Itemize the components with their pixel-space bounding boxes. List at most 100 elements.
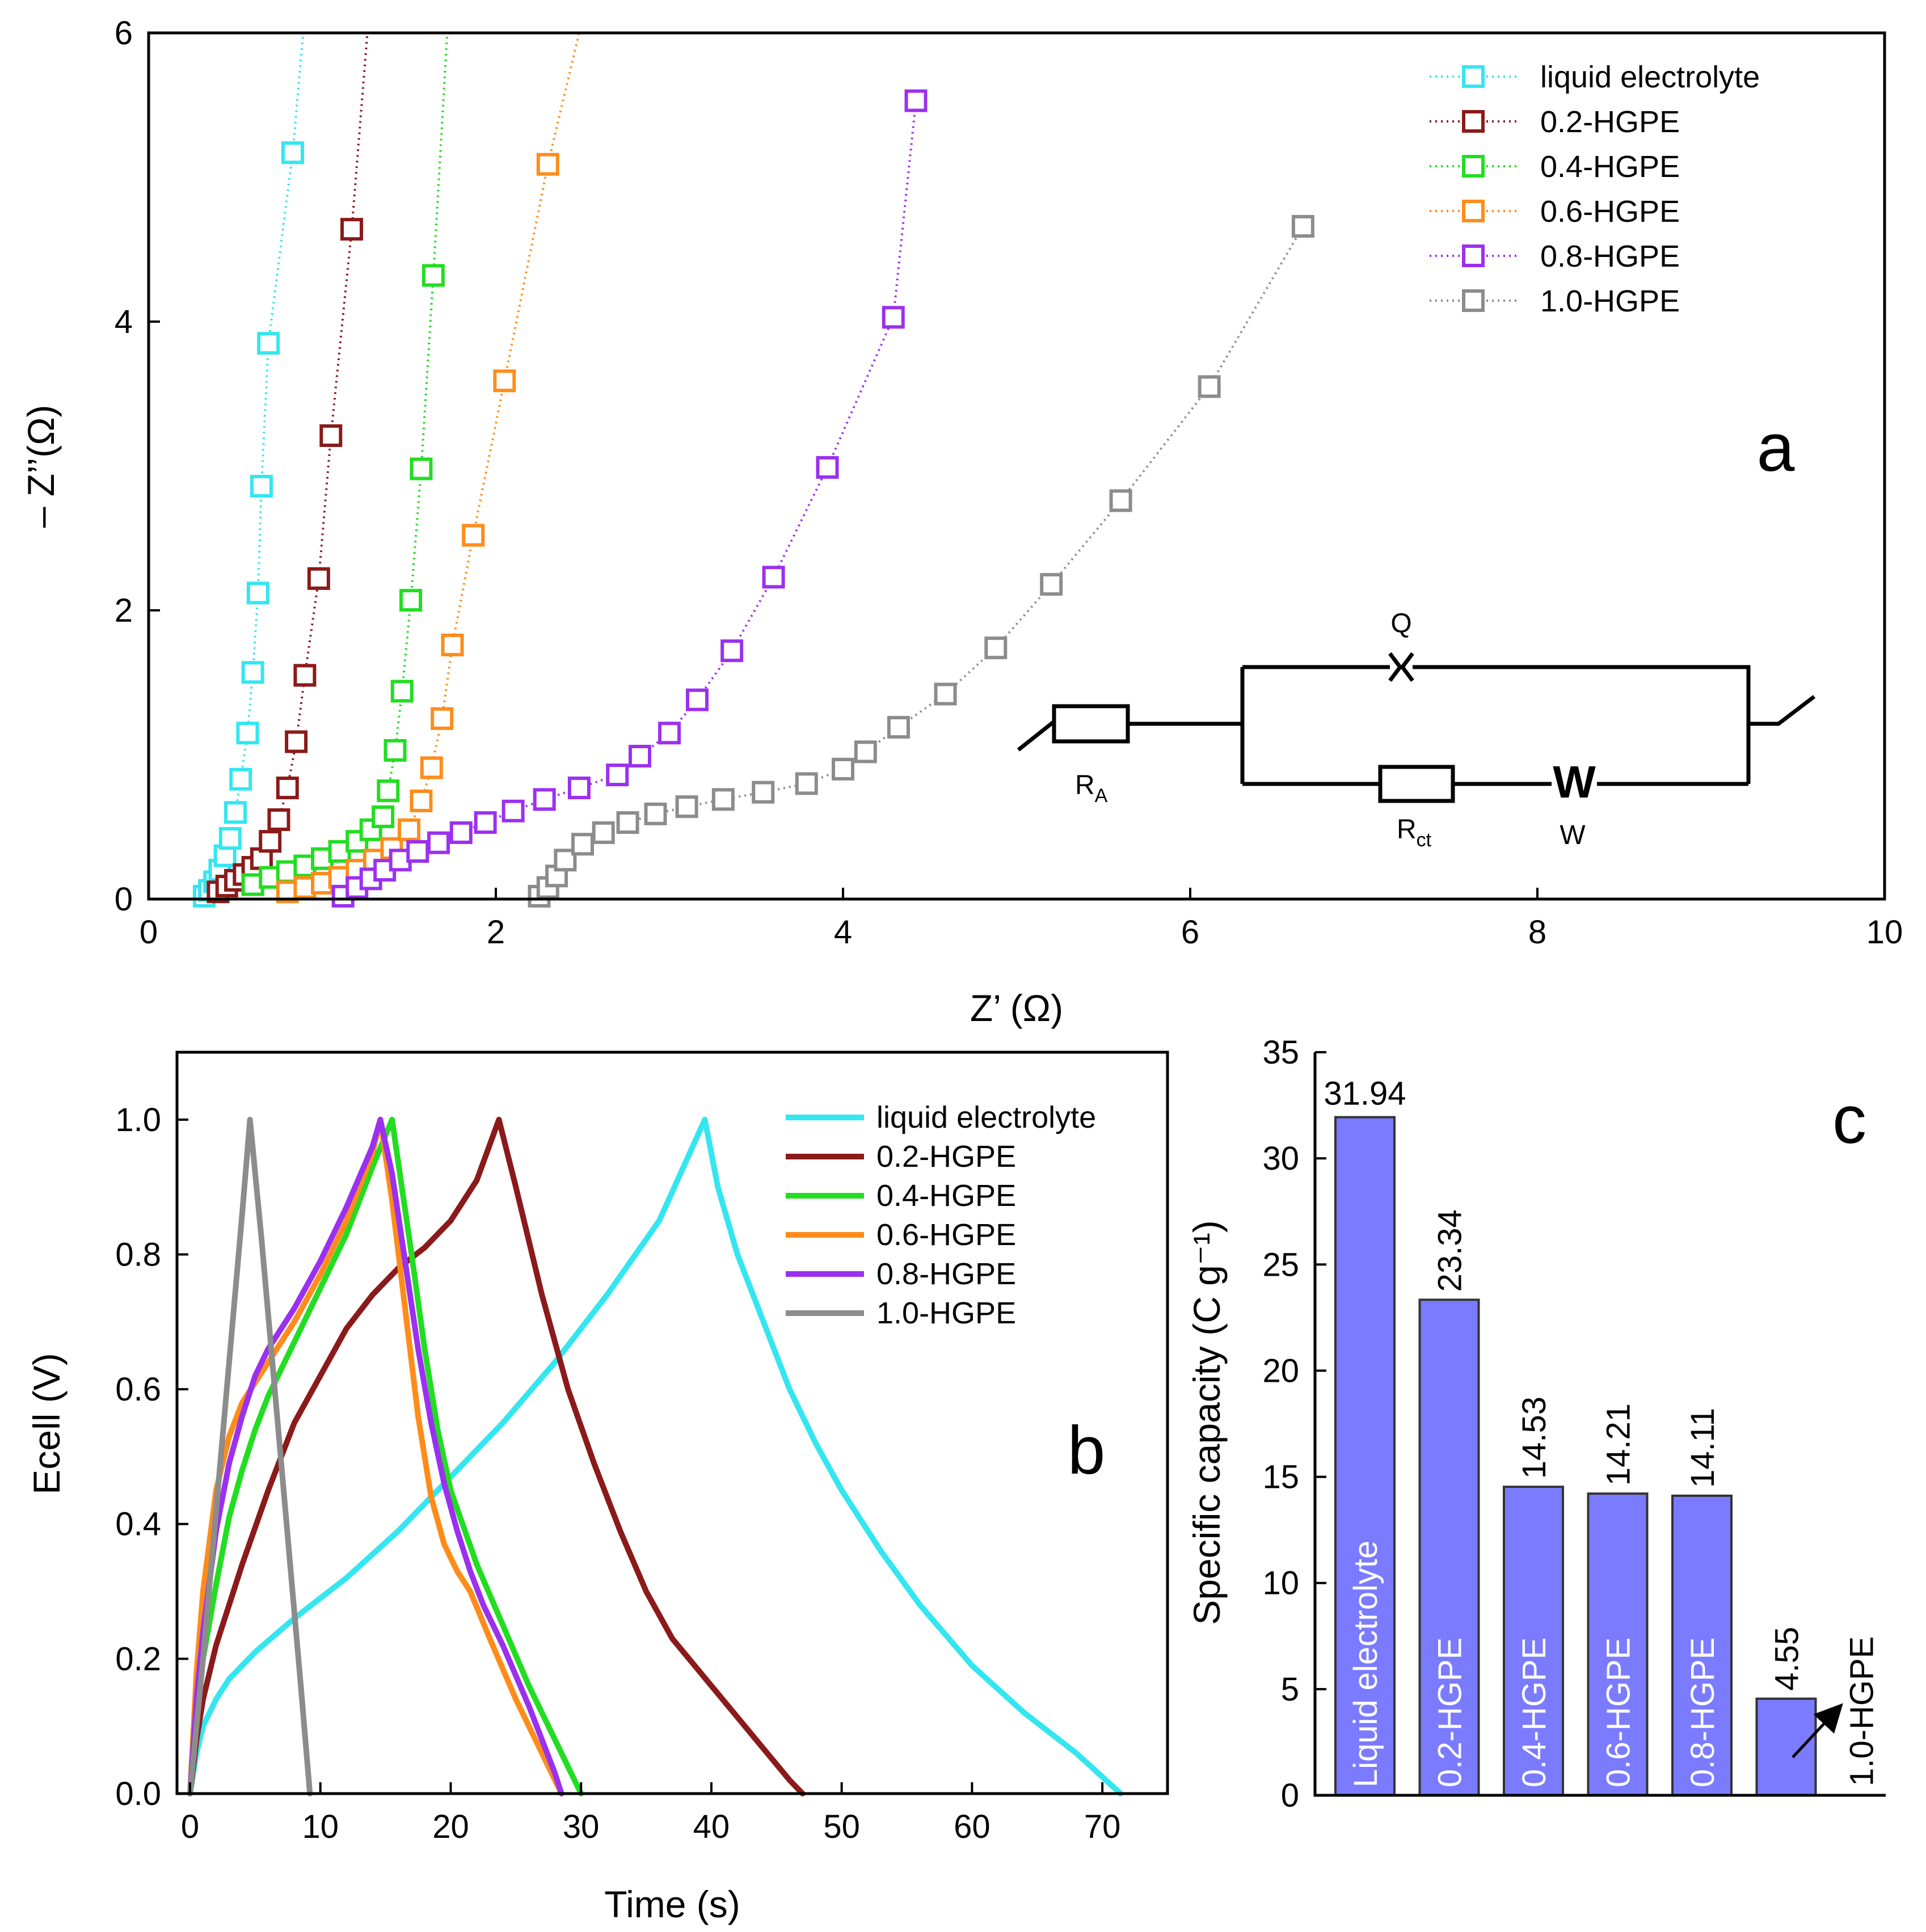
panel-a-data-point [281,141,304,164]
panel-c-category-label: 0.6-HGPE [1600,1638,1637,1787]
panel-b-series-2 [187,1116,584,1796]
panel-b-plot-frame [175,1051,1169,1795]
panel-c-y-tick-label: 20 [1262,1352,1299,1389]
panel-a-data-point [567,777,591,800]
panel-a-legend-label: 0.2-HGPE [1540,105,1680,139]
panel-b-x-tick-label: 30 [563,1808,600,1845]
panel-b-x-tick-label: 0 [181,1808,199,1845]
panel-b-legend: liquid electrolyte 0.2-HGPE 0.4-HGPE 0.6-HG… [786,1100,1096,1330]
panel-a-data-point [462,524,485,547]
panel-a-data-point [616,811,639,834]
panel-c-bar [1418,1298,1480,1797]
panel-b-legend-label: 0.2-HGPE [876,1140,1016,1174]
panel-c-value-label: 4.55 [1769,1627,1806,1691]
panel-a-data-point [984,636,1008,660]
panel-a-data-point [606,763,629,787]
panel-a-data-point [383,739,407,762]
panel-c-value-label: 14.21 [1600,1403,1637,1486]
panel-c-category-label: Liquid electrolyte [1347,1541,1384,1787]
panel-b-y-tick-label: 0.4 [115,1506,161,1543]
panel-a-data-point [762,566,785,589]
panel-a-data-point [246,581,269,605]
panel-a-data-point [224,801,247,824]
panel-a-data-point [533,788,556,811]
panel-b-charge-discharge-chart: 0 10 20 30 40 50 60 70 0.0 0.2 0.4 0.6 0.8 1.0 Time … [26,1051,1169,1925]
panel-a-data-point [934,682,957,706]
panel-a-data-point [1291,215,1314,238]
panel-a-data-point [592,821,615,844]
panel-a-letter: a [1757,410,1795,486]
panel-a-x-tick-label: 10 [1866,914,1903,951]
panel-a-data-point [832,757,854,781]
panel-b-legend-label: 1.0-HGPE [876,1296,1016,1330]
panel-a-series-2 [241,32,449,896]
panel-c-y-tick-label: 25 [1262,1246,1299,1283]
panel-c-value-label: 14.11 [1684,1408,1721,1488]
panel-a-impedance-chart: 0 2 4 6 8 10 0 2 4 6 Z’ (Ω) – Z’’(Ω) a liquid el… [20,15,1903,1029]
panel-b-x-tick-label: 70 [1084,1808,1121,1845]
panel-a-data-point [250,475,273,498]
panel-a-data-point [536,153,559,176]
circuit-wire [1413,665,1751,784]
circuit-resistor-rct [1378,765,1455,803]
panel-a-legend-label: 0.6-HGPE [1540,195,1680,229]
panel-a-data-point [340,218,364,241]
panel-a-data-point [372,805,395,828]
panel-a-data-point [398,818,420,841]
panel-a-data-point [816,456,839,479]
panel-a-x-tick-label: 2 [487,914,505,951]
circuit-cpe-q [1388,652,1403,682]
panel-b-x-tick-label: 10 [302,1808,339,1845]
panel-c-bar [1587,1492,1649,1796]
panel-a-data-point [218,827,242,850]
panel-b-y-tick-label: 0.0 [115,1775,161,1812]
panel-a-data-point [422,264,445,287]
panel-b-series-4 [187,1116,564,1796]
panel-a-legend-label: 1.0-HGPE [1540,284,1680,318]
panel-a-data-point [493,369,516,393]
panel-a-series-line [538,226,1304,897]
panel-c-category-label: 0.2-HGPE [1432,1638,1469,1787]
panel-b-y-tick-label: 0.8 [115,1236,161,1273]
panel-a-data-point [1109,489,1132,512]
panel-a-legend-marker [1462,65,1485,88]
panel-c-value-label: 14.53 [1516,1397,1553,1479]
panel-a-data-point [390,680,414,703]
panel-c-y-tick-label: 5 [1281,1671,1299,1708]
panel-b-x-ticks: 0 10 20 30 40 50 60 70 [181,1782,1121,1845]
panel-a-data-point [420,756,443,779]
panel-a-data-point [685,688,709,711]
panel-b-y-tick-label: 0.2 [115,1640,161,1677]
panel-a-data-point [236,722,259,745]
circuit-right-terminal [1748,695,1816,726]
circuit-label-ra: RA [1075,770,1108,807]
circuit-label-rct: Rct [1397,815,1432,851]
panel-a-data-point [307,567,330,590]
panel-c-category-label: 0.8-HGPE [1684,1638,1721,1787]
panel-b-x-tick-label: 60 [954,1808,991,1845]
panel-a-legend-marker [1462,110,1485,133]
panel-a-data-point [399,589,423,612]
panel-c-bar [1755,1697,1817,1796]
panel-a-legend-label: 0.4-HGPE [1540,150,1680,184]
panel-a-plot-frame [147,31,1886,901]
panel-a-data-point [795,772,818,795]
panel-a-data-point [229,767,252,791]
panel-a-x-tick-label: 0 [140,914,158,951]
panel-a-data-point [854,740,877,763]
panel-a-data-point [571,833,594,856]
panel-a-x-ticks: 0 2 4 6 8 10 [140,888,1903,951]
circuit-left-terminal [1017,720,1056,752]
panel-a-y-tick-label: 0 [115,881,133,918]
panel-a-data-point [276,777,299,800]
panel-c-y-axis-title: Specific capacity (C g⁻¹) [1186,1220,1228,1625]
panel-a-data-point [711,788,735,811]
panel-a-data-point [882,306,905,329]
panel-c-bar [1671,1494,1733,1796]
circuit-cpe-q [1400,652,1414,682]
panel-a-data-point [410,457,433,480]
panel-a-series-0 [192,32,305,908]
panel-a-x-tick-label: 8 [1528,914,1546,951]
panel-a-data-point [658,722,681,745]
